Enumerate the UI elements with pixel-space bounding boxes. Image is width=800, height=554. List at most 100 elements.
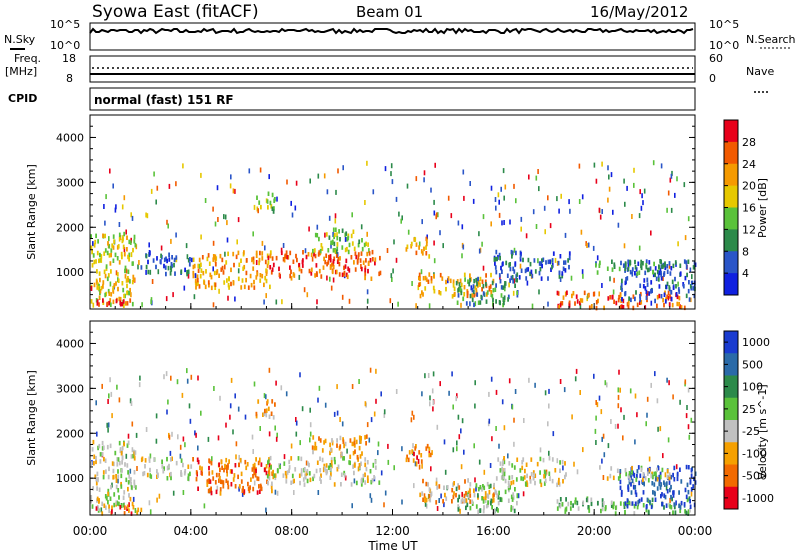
- heatmap-cell: [620, 260, 622, 266]
- heatmap-cell: [563, 260, 565, 265]
- heatmap-cell: [285, 479, 288, 484]
- heatmap-cell: [319, 476, 321, 481]
- heatmap-cell: [324, 232, 326, 238]
- heatmap-cell: [466, 293, 469, 299]
- heatmap-cell: [194, 273, 197, 279]
- heatmap-cell: [126, 443, 129, 448]
- heatmap-cell: [184, 442, 186, 448]
- heatmap-cell: [619, 293, 622, 298]
- heatmap-cell: [309, 437, 311, 443]
- heatmap-cell: [504, 489, 507, 495]
- heatmap-cell: [194, 430, 196, 436]
- heatmap-cell: [428, 487, 431, 492]
- heatmap-cell: [490, 498, 493, 503]
- heatmap-cell: [223, 214, 225, 220]
- heatmap-cell: [392, 268, 394, 274]
- colorbar-tick-label: 28: [742, 136, 756, 149]
- heatmap-cell: [418, 464, 421, 470]
- heatmap-cell: [575, 368, 578, 374]
- heatmap-cell: [92, 241, 94, 247]
- heatmap-cell: [190, 257, 193, 263]
- heatmap-cell: [367, 261, 370, 266]
- heatmap-cell: [156, 469, 158, 474]
- heatmap-cell: [264, 275, 267, 281]
- heatmap-cell: [636, 469, 639, 474]
- heatmap-cell: [561, 301, 564, 306]
- heatmap-cell: [528, 377, 530, 383]
- heatmap-cell: [247, 486, 250, 492]
- heatmap-cell: [243, 250, 245, 255]
- heatmap-cell: [129, 468, 132, 474]
- heatmap-cell: [425, 245, 427, 250]
- heatmap-cell: [632, 485, 635, 490]
- heatmap-cell: [651, 481, 654, 486]
- heatmap-cell: [431, 450, 433, 456]
- heatmap-cell: [436, 424, 439, 430]
- heatmap-cell: [282, 257, 285, 262]
- heatmap-cell: [500, 285, 503, 290]
- heatmap-cell: [272, 209, 275, 214]
- heatmap-cell: [207, 280, 210, 285]
- heatmap-cell: [111, 243, 114, 248]
- cpid-value: normal (fast) 151 RF: [94, 93, 234, 107]
- heatmap-cell: [481, 279, 484, 284]
- heatmap-cell: [336, 384, 338, 390]
- heatmap-cell: [126, 247, 128, 252]
- heatmap-cell: [160, 253, 162, 259]
- heatmap-cell: [670, 173, 673, 179]
- heatmap-cell: [219, 253, 222, 259]
- colorbar-tick-label: 20: [742, 180, 756, 193]
- heatmap-cell: [569, 506, 572, 511]
- heatmap-cell: [479, 276, 482, 282]
- heatmap-cell: [627, 259, 630, 264]
- heatmap-cell: [544, 390, 547, 396]
- heatmap-cell: [640, 259, 643, 265]
- heatmap-cell: [503, 220, 505, 225]
- heatmap-cell: [611, 267, 614, 272]
- heatmap-cell: [558, 482, 561, 487]
- heatmap-cell: [673, 465, 676, 471]
- heatmap-cell: [248, 168, 251, 174]
- heatmap-cell: [438, 498, 440, 503]
- heatmap-cell: [646, 293, 648, 298]
- heatmap-cell: [226, 220, 228, 226]
- heatmap-cell: [501, 469, 504, 475]
- heatmap-cell: [566, 290, 568, 295]
- heatmap-cell: [612, 475, 615, 481]
- heatmap-cell: [197, 459, 200, 465]
- x-tick-label: 20:00: [577, 524, 612, 538]
- heatmap-cell: [502, 261, 504, 266]
- heatmap-cell: [666, 281, 669, 287]
- heatmap-cell: [609, 276, 611, 282]
- heatmap-cell: [508, 483, 510, 488]
- heatmap-cell: [469, 181, 471, 186]
- heatmap-cell: [516, 272, 519, 277]
- heatmap-cell: [331, 440, 334, 446]
- heatmap-cell: [237, 217, 240, 223]
- heatmap-cell: [560, 193, 562, 199]
- heatmap-cell: [613, 262, 616, 267]
- heatmap-cell: [116, 462, 119, 467]
- heatmap-cell: [617, 222, 620, 228]
- heatmap-cell: [290, 269, 292, 274]
- heatmap-cell: [637, 261, 640, 266]
- heatmap-cell: [125, 453, 128, 459]
- heatmap-cell: [595, 400, 597, 405]
- heatmap-cell: [503, 471, 506, 477]
- heatmap-cell: [97, 239, 99, 244]
- heatmap-cell: [421, 463, 423, 469]
- heatmap-cell: [318, 385, 321, 391]
- heatmap-cell: [453, 286, 456, 292]
- heatmap-cell: [503, 475, 505, 480]
- heatmap-cell: [93, 243, 96, 248]
- heatmap-cell: [329, 276, 331, 282]
- heatmap-cell: [634, 439, 636, 445]
- heatmap-cell: [234, 463, 237, 468]
- heatmap-cell: [531, 303, 534, 309]
- heatmap-cell: [166, 409, 168, 415]
- heatmap-cell: [175, 460, 178, 466]
- heatmap-cell: [692, 484, 695, 489]
- heatmap-cell: [276, 490, 279, 496]
- heatmap-cell: [642, 472, 645, 477]
